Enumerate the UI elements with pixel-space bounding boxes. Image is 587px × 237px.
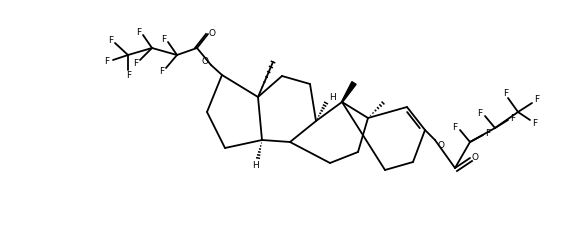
Text: O: O: [201, 56, 208, 65]
Text: H: H: [330, 94, 336, 102]
Text: F: F: [104, 56, 110, 65]
Text: F: F: [532, 118, 538, 128]
Text: O: O: [471, 152, 478, 161]
Text: F: F: [160, 67, 164, 76]
Text: H: H: [252, 161, 259, 170]
Text: F: F: [133, 59, 139, 68]
Text: O: O: [208, 28, 215, 37]
Text: F: F: [485, 128, 491, 137]
Text: F: F: [161, 35, 167, 44]
Text: F: F: [126, 70, 131, 79]
Text: O: O: [437, 141, 444, 150]
Text: F: F: [504, 88, 508, 97]
Text: F: F: [136, 27, 141, 36]
Text: F: F: [511, 114, 515, 123]
Text: F: F: [534, 96, 539, 105]
Text: F: F: [477, 109, 483, 118]
Polygon shape: [342, 82, 356, 102]
Text: F: F: [109, 36, 113, 45]
Text: F: F: [453, 123, 457, 132]
